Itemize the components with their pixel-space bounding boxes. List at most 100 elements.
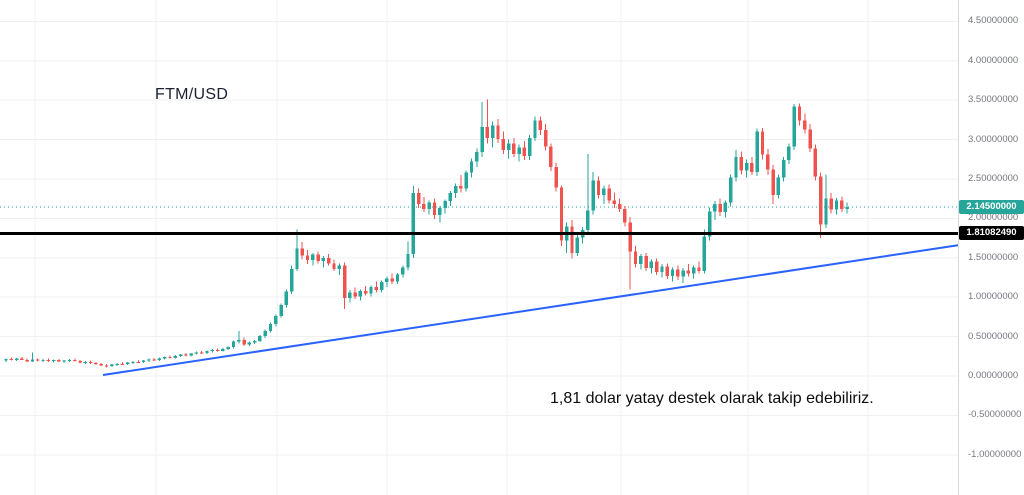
candle-body [131, 361, 135, 363]
candle-body [729, 177, 733, 203]
candle-body [326, 257, 331, 264]
chart-plot-area[interactable] [0, 0, 958, 495]
candle-body [485, 126, 490, 139]
candle-body [787, 146, 791, 161]
candle-body [639, 256, 643, 265]
candle-body [94, 362, 98, 365]
candle-body [62, 360, 66, 362]
candle-body [200, 352, 204, 354]
current-price-badge: 2.14500000 [959, 199, 1024, 214]
candle-body [36, 359, 40, 361]
candle-body [295, 248, 299, 269]
candle-body [570, 226, 574, 254]
candle-body [136, 361, 140, 363]
candle-body [686, 270, 691, 274]
symbol-title: FTM/USD [155, 86, 229, 103]
candle-body [692, 267, 696, 274]
candle-body [348, 292, 352, 298]
candle-body [623, 208, 627, 223]
candle-body [4, 359, 8, 361]
candle-body [681, 270, 685, 277]
price-axis[interactable]: 4.50000000 4.00000000 3.50000000 3.00000000… [958, 0, 1024, 495]
candle-body [353, 292, 357, 297]
candle-body [501, 138, 505, 150]
candle-body [633, 251, 638, 265]
candle-body [697, 267, 701, 272]
candle-body [829, 198, 833, 210]
candle-body [115, 363, 119, 365]
candle-body [459, 186, 463, 189]
candle-body [221, 348, 225, 351]
candle-body [289, 268, 294, 292]
candle-body [750, 163, 754, 172]
candle-body [538, 120, 542, 131]
candle-body [528, 138, 532, 157]
candle-body [342, 265, 347, 298]
candle-body [755, 131, 759, 172]
candle-body [189, 353, 193, 356]
price-axis-label: 1.00000000 [968, 291, 1019, 303]
candle-body [718, 204, 722, 213]
candle-body [840, 200, 844, 209]
candle-body [226, 347, 230, 349]
candle-body [554, 167, 558, 188]
candle-body [83, 361, 88, 363]
candle-body [147, 359, 151, 361]
candle-body [559, 187, 564, 241]
candle-body [263, 331, 267, 337]
candle-body [522, 147, 527, 157]
candle-body [300, 248, 304, 256]
candle-body [591, 180, 595, 211]
candle-body [543, 130, 548, 147]
candle-body [834, 200, 839, 210]
candle-body [416, 193, 421, 205]
candle-body [67, 359, 72, 361]
candle-body [141, 360, 146, 363]
candle-body [125, 362, 130, 365]
candle-body [781, 160, 786, 178]
candle-body [25, 359, 29, 362]
candle-body [707, 211, 712, 237]
candle-body [41, 359, 45, 361]
candle-body [46, 359, 51, 362]
grid-layer [0, 0, 958, 495]
price-axis-label: 4.00000000 [968, 54, 1019, 66]
candle-body [723, 202, 728, 213]
candle-body [818, 176, 823, 225]
price-axis-label: 3.50000000 [968, 94, 1019, 106]
trendline-drawing[interactable] [102, 244, 958, 376]
candles-layer [4, 99, 849, 368]
candle-body [464, 172, 468, 189]
candle-body [411, 193, 416, 254]
support-annotation-text[interactable]: 1,81 dolar yatay destek olarak takip ede… [550, 390, 874, 407]
candle-body [406, 253, 410, 268]
candle-body [797, 106, 802, 121]
candle-body [364, 290, 368, 294]
candle-body [316, 254, 320, 261]
candle-body [247, 342, 252, 345]
candle-body [184, 354, 188, 356]
candle-body [803, 120, 807, 130]
candle-body [453, 186, 458, 194]
candle-body [760, 131, 765, 155]
candle-body [30, 359, 35, 362]
candle-body [713, 204, 717, 212]
price-axis-label: -1.00000000 [968, 448, 1022, 460]
candle-body [766, 154, 770, 170]
candle-body [422, 204, 426, 209]
candle-body [644, 256, 648, 269]
candle-body [739, 156, 744, 171]
price-axis-label: 1.50000000 [968, 251, 1019, 263]
candle-body [14, 358, 19, 360]
price-axis-label: 0.50000000 [968, 330, 1019, 342]
candle-body [390, 278, 394, 282]
candlestick-chart[interactable] [0, 0, 958, 495]
candle-body [57, 360, 61, 362]
candle-body [670, 269, 675, 276]
candle-body [496, 125, 500, 139]
support-level-badge: 1.81082490 [959, 226, 1024, 241]
candle-body [173, 355, 177, 358]
candle-body [734, 156, 738, 178]
candle-body [586, 210, 590, 231]
